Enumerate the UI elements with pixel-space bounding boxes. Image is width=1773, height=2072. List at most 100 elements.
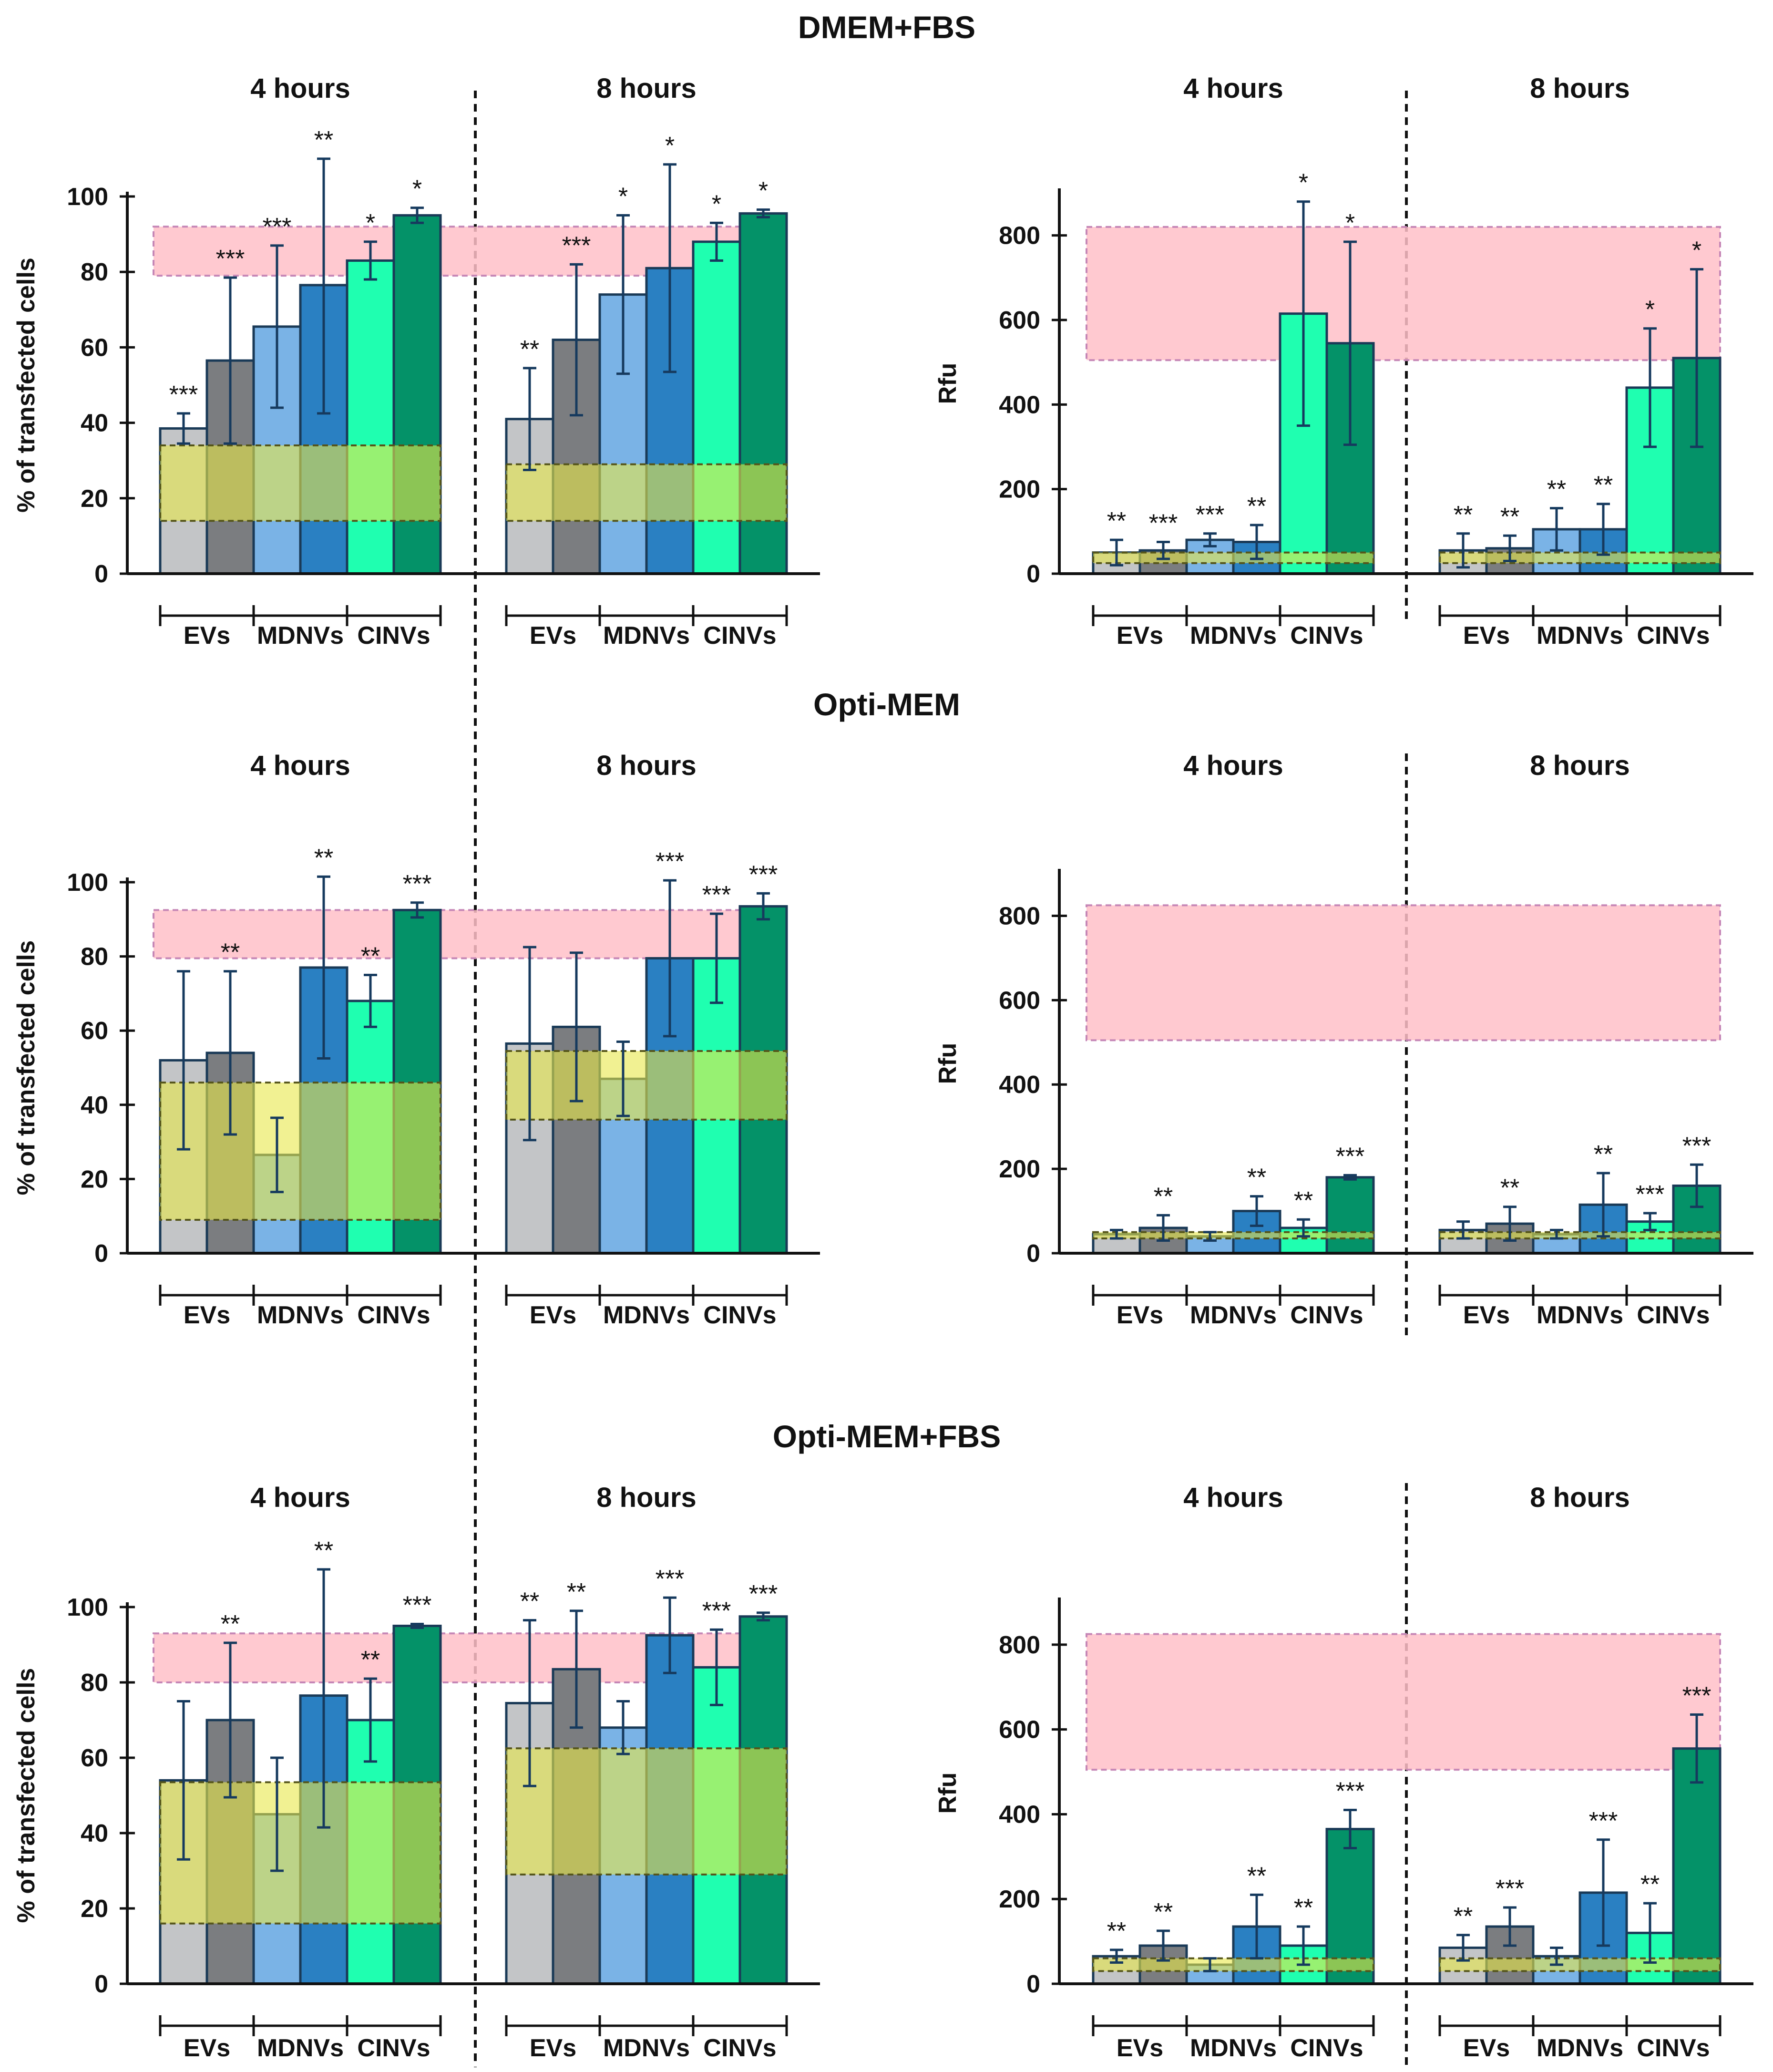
- significance-mark: *: [412, 175, 422, 203]
- significance-mark: **: [1154, 1183, 1173, 1210]
- significance-mark: **: [567, 1578, 586, 1606]
- group-label: MDNVs: [1537, 2034, 1623, 2062]
- significance-mark: **: [221, 939, 240, 967]
- group-label: MDNVs: [257, 2034, 344, 2062]
- section-title: DMEM+FBS: [798, 10, 975, 45]
- y-axis-title: % of transfected cells: [12, 1668, 40, 1923]
- group-label: MDNVs: [603, 622, 690, 649]
- significance-mark: **: [1107, 507, 1126, 535]
- significance-mark: **: [314, 844, 333, 872]
- group-label: CINVs: [1290, 622, 1363, 649]
- period-label: 4 hours: [1183, 1482, 1283, 1513]
- pink-reference-band: [1086, 1633, 1721, 1771]
- significance-mark: ***: [1196, 501, 1225, 529]
- significance-mark: **: [520, 1588, 539, 1616]
- y-tick-label: 600: [999, 1716, 1040, 1744]
- group-label: MDNVs: [603, 1301, 690, 1329]
- significance-mark: ***: [702, 1597, 731, 1625]
- significance-mark: ***: [1496, 1875, 1525, 1903]
- group-label: MDNVs: [1537, 1301, 1623, 1329]
- yellow-reference-band: [1439, 551, 1721, 564]
- y-tick-label: 0: [1026, 560, 1040, 588]
- significance-mark: **: [1547, 476, 1566, 504]
- group-label: MDNVs: [1190, 2034, 1277, 2062]
- significance-mark: ***: [403, 1592, 432, 1619]
- significance-mark: *: [1299, 169, 1308, 197]
- significance-mark: ***: [1636, 1181, 1665, 1208]
- group-label: CINVs: [703, 622, 776, 649]
- bar-cinvs-a: [346, 259, 395, 575]
- significance-mark: *: [1692, 237, 1701, 265]
- significance-mark: ***: [1149, 510, 1178, 537]
- y-tick-label: 80: [81, 258, 108, 286]
- y-tick-label: 600: [999, 307, 1040, 334]
- y-tick-label: 400: [999, 391, 1040, 419]
- period-label: 8 hours: [1530, 73, 1630, 104]
- group-label: EVs: [1463, 1301, 1510, 1329]
- period-label: 4 hours: [250, 73, 350, 104]
- yellow-reference-band: [1439, 1957, 1721, 1972]
- group-label: CINVs: [357, 622, 430, 649]
- significance-mark: ***: [1336, 1143, 1365, 1170]
- significance-mark: **: [1454, 1903, 1473, 1930]
- group-label: CINVs: [1290, 2034, 1363, 2062]
- group-label: CINVs: [1637, 622, 1710, 649]
- y-tick-label: 0: [94, 560, 108, 588]
- significance-mark: *: [665, 132, 675, 160]
- y-tick-label: 20: [81, 1895, 108, 1923]
- significance-mark: ***: [1682, 1682, 1712, 1710]
- bar-cinvs-a: [692, 240, 741, 575]
- significance-mark: ***: [216, 245, 245, 273]
- significance-mark: **: [1500, 1175, 1519, 1202]
- y-tick-label: 400: [999, 1071, 1040, 1099]
- y-axis-title: % of transfected cells: [12, 258, 40, 513]
- significance-mark: ***: [562, 232, 591, 259]
- bar-cinvs-b: [1325, 1176, 1375, 1255]
- significance-mark: ***: [749, 861, 778, 888]
- significance-mark: **: [1594, 472, 1613, 499]
- significance-mark: *: [758, 177, 768, 205]
- yellow-reference-band: [505, 1050, 788, 1121]
- period-label: 8 hours: [596, 73, 697, 104]
- period-label: 8 hours: [596, 750, 697, 781]
- significance-mark: **: [1107, 1917, 1126, 1945]
- y-tick-label: 100: [67, 183, 108, 211]
- significance-mark: **: [1247, 1862, 1266, 1890]
- group-label: EVs: [1117, 1301, 1163, 1329]
- y-tick-label: 800: [999, 222, 1040, 250]
- group-label: MDNVs: [1537, 622, 1623, 649]
- pink-reference-band: [1086, 226, 1721, 361]
- y-tick-label: 200: [999, 476, 1040, 504]
- group-label: CINVs: [1637, 1301, 1710, 1329]
- significance-mark: **: [520, 336, 539, 363]
- group-label: EVs: [530, 622, 576, 649]
- significance-mark: **: [1247, 493, 1266, 520]
- y-tick-label: 60: [81, 1017, 108, 1045]
- significance-mark: ***: [656, 1565, 685, 1593]
- y-axis-title: Rfu: [934, 1043, 962, 1084]
- y-tick-label: 60: [81, 334, 108, 361]
- y-tick-label: 80: [81, 943, 108, 971]
- significance-mark: **: [314, 1537, 333, 1565]
- group-label: EVs: [530, 1301, 576, 1329]
- significance-mark: *: [366, 209, 375, 237]
- significance-mark: **: [1500, 503, 1519, 531]
- yellow-reference-band: [159, 1781, 441, 1925]
- y-tick-label: 0: [94, 1240, 108, 1268]
- group-label: EVs: [184, 1301, 230, 1329]
- y-tick-label: 100: [67, 1594, 108, 1621]
- group-label: MDNVs: [257, 1301, 344, 1329]
- yellow-reference-band: [1092, 551, 1374, 564]
- significance-mark: ***: [263, 213, 292, 241]
- group-label: EVs: [1463, 622, 1510, 649]
- significance-mark: ***: [1589, 1807, 1618, 1835]
- period-label: 8 hours: [1530, 1482, 1630, 1513]
- group-label: CINVs: [357, 1301, 430, 1329]
- y-tick-label: 800: [999, 1631, 1040, 1659]
- yellow-reference-band: [505, 463, 788, 522]
- y-tick-label: 20: [81, 485, 108, 513]
